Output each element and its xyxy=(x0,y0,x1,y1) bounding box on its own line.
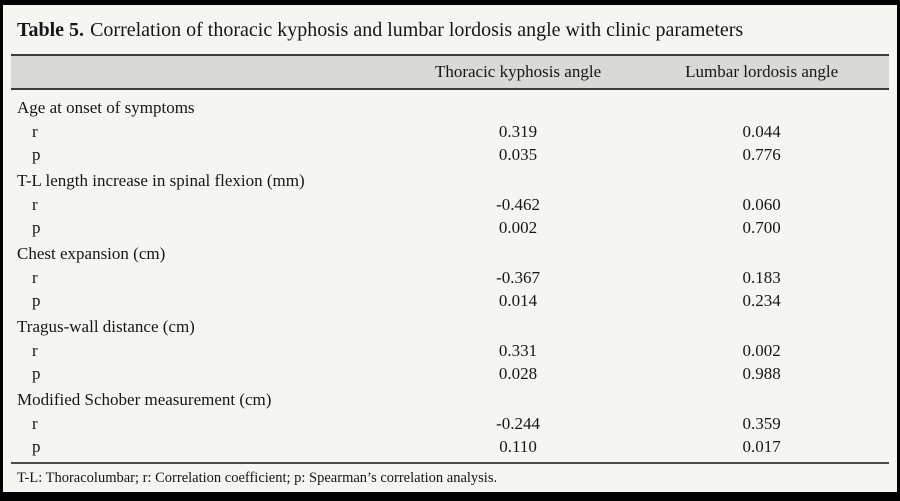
value-cell: -0.462 xyxy=(496,194,540,214)
stat-label-r: r xyxy=(32,340,38,360)
table-caption: Correlation of thoracic kyphosis and lum… xyxy=(90,19,744,41)
stat-label-p: p xyxy=(32,144,41,164)
section-chest-expansion: Chest expansion (cm) r -0.367 0.183 p 0.… xyxy=(11,239,889,312)
table-row: p 0.035 0.776 xyxy=(11,143,889,166)
stat-label-p: p xyxy=(32,290,41,310)
table-number: Table 5. xyxy=(17,19,85,41)
value-cell: 0.110 xyxy=(499,436,537,456)
parameter-label: T-L length increase in spinal flexion (m… xyxy=(17,170,305,190)
stat-label-p: p xyxy=(32,217,41,237)
value-cell: 0.234 xyxy=(742,290,781,310)
value-cell: 0.017 xyxy=(742,436,781,456)
table-title: Table 5. Correlation of thoracic kyphosis… xyxy=(3,5,897,54)
table-body: Age at onset of symptoms r 0.319 0.044 p… xyxy=(11,90,889,462)
parameter-label: Modified Schober measurement (cm) xyxy=(17,389,272,409)
value-cell: -0.367 xyxy=(496,267,540,287)
value-cell: 0.060 xyxy=(742,194,781,214)
table-row: p 0.002 0.700 xyxy=(11,216,889,239)
stat-label-r: r xyxy=(32,413,38,433)
table-row: r -0.367 0.183 xyxy=(11,266,889,289)
section-tl-length-increase: T-L length increase in spinal flexion (m… xyxy=(11,166,889,239)
table-row: Age at onset of symptoms xyxy=(11,93,889,120)
section-tragus-wall-distance: Tragus-wall distance (cm) r 0.331 0.002 … xyxy=(11,312,889,385)
value-cell: 0.700 xyxy=(742,217,781,237)
table-row: T-L length increase in spinal flexion (m… xyxy=(11,166,889,193)
table-row: p 0.028 0.988 xyxy=(11,362,889,385)
table-row: r 0.319 0.044 xyxy=(11,120,889,143)
value-cell: 0.776 xyxy=(742,144,781,164)
footnote-divider xyxy=(11,462,889,464)
value-cell: 0.319 xyxy=(498,121,538,141)
parameter-label: Age at onset of symptoms xyxy=(17,97,195,117)
table-row: Modified Schober measurement (cm) xyxy=(11,385,889,412)
value-cell: 0.014 xyxy=(498,290,538,310)
parameter-label: Chest expansion (cm) xyxy=(17,243,166,263)
table-row: r -0.244 0.359 xyxy=(11,412,889,435)
section-age-at-onset: Age at onset of symptoms r 0.319 0.044 p… xyxy=(11,93,889,166)
table-row: p 0.014 0.234 xyxy=(11,289,889,312)
column-header-lumbar-lordosis: Lumbar lordosis angle xyxy=(685,62,839,81)
value-cell: 0.988 xyxy=(742,363,781,383)
column-header-thoracic-kyphosis: Thoracic kyphosis angle xyxy=(434,62,602,81)
table-footnote: T-L: Thoracolumbar; r: Correlation coeff… xyxy=(17,470,498,486)
table-row: Chest expansion (cm) xyxy=(11,239,889,266)
stat-label-p: p xyxy=(32,436,41,456)
table-row: r -0.462 0.060 xyxy=(11,193,889,216)
value-cell: 0.035 xyxy=(498,144,538,164)
value-cell: 0.002 xyxy=(498,217,538,237)
value-cell: 0.359 xyxy=(742,413,781,433)
stat-label-r: r xyxy=(32,121,38,141)
value-cell: 0.183 xyxy=(742,267,781,287)
stat-label-r: r xyxy=(32,194,38,214)
table-row: Tragus-wall distance (cm) xyxy=(11,312,889,339)
value-cell: -0.244 xyxy=(496,413,540,433)
value-cell: 0.028 xyxy=(498,363,538,383)
section-modified-schober: Modified Schober measurement (cm) r -0.2… xyxy=(11,385,889,458)
table-row: r 0.331 0.002 xyxy=(11,339,889,362)
value-cell: 0.044 xyxy=(742,121,781,141)
value-cell: 0.002 xyxy=(742,340,781,360)
table-row: p 0.110 0.017 xyxy=(11,435,889,458)
stat-label-p: p xyxy=(32,363,41,383)
stat-label-r: r xyxy=(32,267,38,287)
parameter-label: Tragus-wall distance (cm) xyxy=(17,316,195,336)
value-cell: 0.331 xyxy=(498,340,538,360)
column-header-row: Thoracic kyphosis angle Lumbar lordosis … xyxy=(11,54,889,90)
